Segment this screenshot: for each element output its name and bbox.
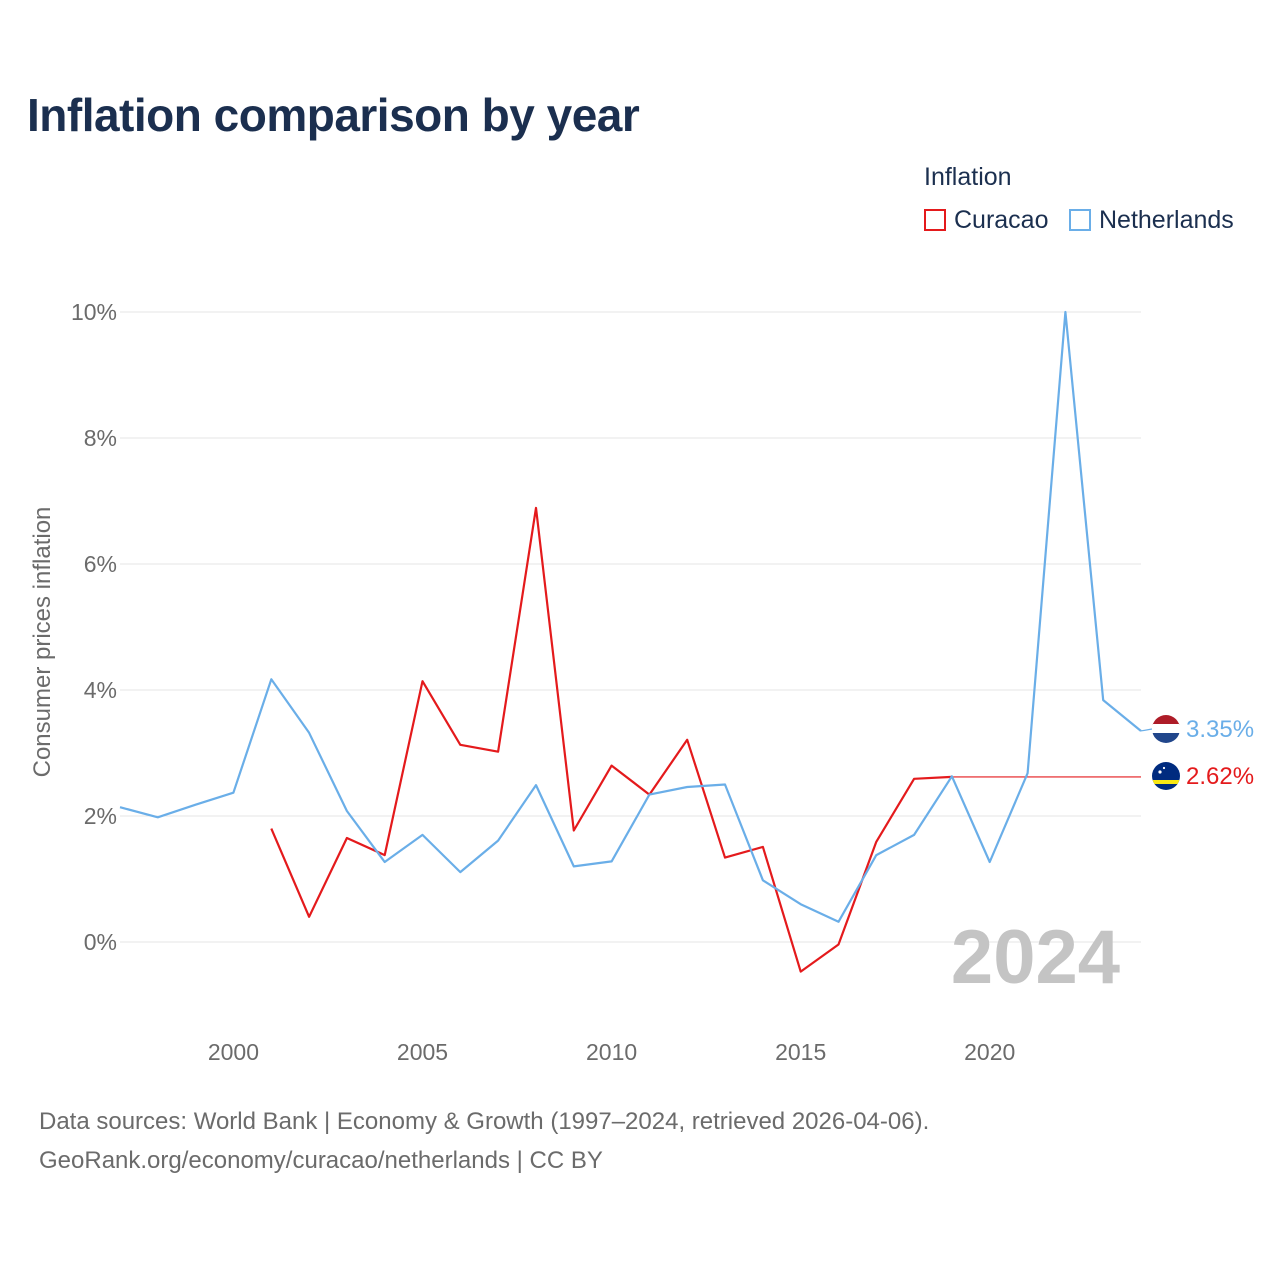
y-tick-label: 0%	[84, 929, 117, 955]
end-label-curacao: 2.62%	[1186, 763, 1254, 790]
y-tick-label: 6%	[84, 551, 117, 577]
end-connector-netherlands	[1140, 728, 1153, 732]
y-axis-label: Consumer prices inflation	[29, 507, 56, 778]
legend-item-curacao[interactable]: Curacao	[924, 205, 1049, 235]
source-line: Data sources: World Bank | Economy & Gro…	[39, 1108, 930, 1135]
legend-swatch-netherlands	[1069, 209, 1091, 231]
end-label-netherlands: 3.35%	[1186, 716, 1254, 743]
y-tick-label: 4%	[84, 677, 117, 703]
y-tick-label: 10%	[71, 299, 117, 325]
series-line-netherlands	[119, 310, 1142, 923]
source-url-line: GeoRank.org/economy/curacao/netherlands …	[39, 1147, 603, 1174]
netherlands-flag-icon	[1152, 715, 1180, 743]
legend-label-curacao: Curacao	[954, 205, 1049, 234]
x-tick-label: 2015	[775, 1039, 826, 1065]
y-tick-label: 8%	[84, 425, 117, 451]
x-tick-label: 2010	[586, 1039, 637, 1065]
series-line-curacao	[270, 506, 952, 973]
year-watermark: 2024	[951, 915, 1120, 1000]
x-tick-label: 2020	[964, 1039, 1015, 1065]
legend-label-netherlands: Netherlands	[1099, 205, 1234, 234]
chart-title: Inflation comparison by year	[27, 89, 640, 141]
curacao-flag-icon	[1152, 762, 1180, 790]
legend-item-netherlands[interactable]: Netherlands	[1069, 205, 1234, 235]
legend-title: Inflation	[924, 163, 1012, 191]
x-tick-label: 2000	[208, 1039, 259, 1065]
x-tick-label: 2005	[397, 1039, 448, 1065]
legend-swatch-curacao	[924, 209, 946, 231]
y-tick-label: 2%	[84, 803, 117, 829]
